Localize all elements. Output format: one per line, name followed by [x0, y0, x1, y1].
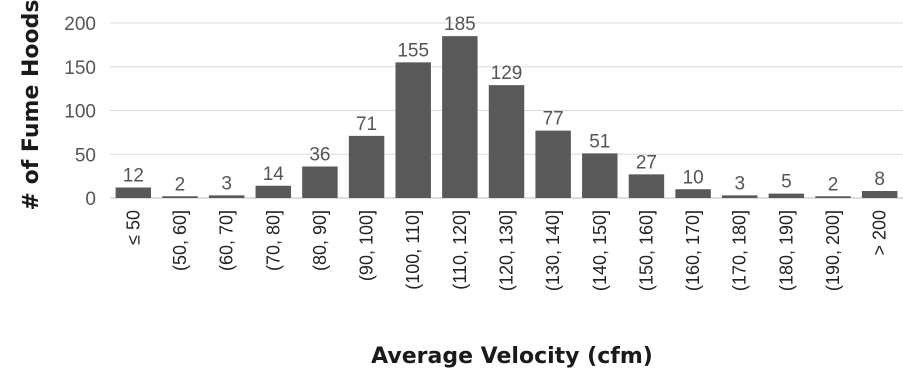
bar [348, 135, 385, 198]
y-tick-label: 50 [75, 145, 96, 166]
x-tick-label: (140, 150] [590, 210, 610, 291]
x-tick-label: (50, 60] [170, 210, 190, 271]
x-tick-label: (60, 70] [217, 210, 237, 271]
data-label: 36 [309, 145, 330, 166]
data-label: 185 [444, 14, 476, 35]
x-tick-label: (160, 170] [683, 210, 703, 291]
bar [208, 195, 245, 198]
y-tick-label: 0 [85, 189, 96, 210]
y-axis-title: # of Fume Hoods [19, 0, 44, 211]
data-labels: 12 2 3 14 36 71 155 185 129 77 51 27 10 3 5 2 8 [123, 14, 885, 195]
x-tick-label: (70, 80] [263, 210, 283, 271]
data-label: 5 [781, 172, 792, 193]
data-label: 2 [175, 174, 186, 195]
y-tick-label: 150 [64, 58, 96, 79]
bar [861, 191, 898, 198]
data-label: 71 [356, 114, 377, 135]
bars [115, 36, 898, 198]
bar [582, 153, 618, 198]
data-label: 14 [263, 164, 285, 185]
x-tick-label: > 200 [870, 210, 890, 256]
data-label: 3 [221, 173, 232, 194]
y-axis-ticks: 0 50 100 150 200 [64, 14, 96, 210]
x-tick-label: (100, 110] [403, 210, 423, 290]
bar [255, 185, 291, 198]
data-label: 8 [874, 169, 885, 190]
bar [115, 187, 152, 198]
y-tick-label: 200 [64, 14, 96, 35]
x-axis-categories: ≤ 50 (50, 60] (60, 70] (70, 80] (80, 90] (90,… [123, 210, 889, 291]
data-label: 129 [491, 63, 523, 84]
bar [768, 193, 805, 198]
x-tick-label: (190, 200] [823, 210, 843, 291]
x-tick-label: (90, 100] [357, 210, 377, 281]
bar [302, 166, 338, 198]
x-tick-label: (170, 180] [730, 210, 750, 291]
x-tick-label: ≤ 50 [123, 210, 143, 245]
x-tick-label: (110, 120] [450, 210, 470, 290]
data-label: 77 [543, 109, 564, 130]
data-label: 12 [123, 166, 144, 187]
x-tick-label: (180, 190] [776, 210, 796, 291]
bar [628, 174, 665, 198]
y-tick-label: 100 [64, 102, 96, 123]
data-label: 27 [636, 152, 657, 173]
bar [442, 36, 478, 198]
bar [722, 195, 758, 198]
data-label: 51 [589, 131, 610, 152]
data-label: 10 [683, 167, 704, 188]
x-axis-title: Average Velocity (cfm) [371, 344, 653, 369]
bar [815, 196, 851, 198]
bar [162, 196, 198, 198]
data-label: 3 [734, 173, 745, 194]
data-label: 155 [397, 40, 429, 61]
data-label: 2 [828, 174, 839, 195]
bar [488, 85, 525, 198]
x-tick-label: (150, 160] [636, 210, 656, 291]
bar [675, 189, 711, 198]
bar [535, 130, 571, 198]
bar [395, 62, 431, 198]
x-tick-label: (80, 90] [310, 210, 330, 271]
x-tick-label: (120, 130] [497, 210, 517, 291]
x-tick-label: (130, 140] [543, 210, 563, 291]
